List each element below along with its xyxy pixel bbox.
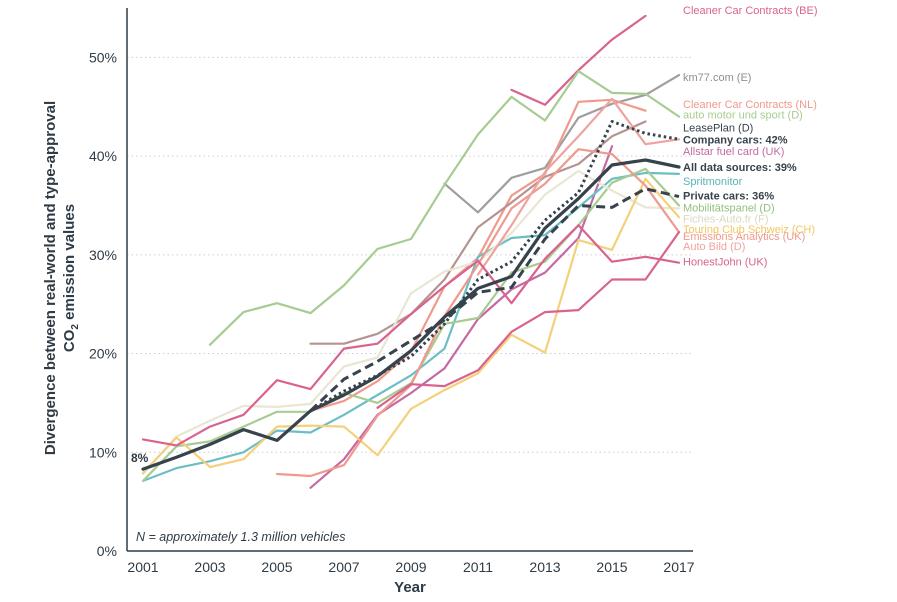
sample-size-note: N = approximately 1.3 million vehicles — [136, 530, 345, 544]
series-label-cleaner-car-contracts-be: Cleaner Car Contracts (BE) — [683, 5, 818, 17]
series-label-allstar-fuel-card-uk: Allstar fuel card (UK) — [683, 146, 784, 158]
series-line-cleaner-car-contracts-be — [510, 14, 647, 106]
series-label-touring-club-schweiz-ch: Touring Club Schweiz (CH) — [683, 224, 815, 236]
series-line-auto-motor-und-sport-d — [208, 70, 681, 346]
y-tick-label: 50% — [89, 49, 117, 65]
y-axis-title-rest: emission values — [61, 204, 78, 324]
y-axis-title-co: CO — [61, 329, 78, 352]
start-value-label: 8% — [131, 451, 149, 465]
y-axis-title: Divergence between real-world and type-a… — [42, 101, 81, 455]
x-tick-labels: 2001 2003 2005 2007 2009 2011 2013 2015 2017 — [127, 559, 694, 575]
series-labels: Cleaner Car Contracts (BE) km77.com (E) Cl… — [683, 5, 818, 269]
y-tick-label: 40% — [89, 148, 117, 164]
x-tick-label: 2001 — [127, 559, 158, 575]
series-line-touring-club-schweiz-ch — [141, 177, 681, 475]
series-line-allstar-fuel-card-uk — [309, 145, 614, 489]
x-tick-label: 2017 — [663, 559, 694, 575]
series-label-all-data-sources-39: All data sources: 39% — [683, 162, 797, 174]
y-tick-label: 0% — [97, 543, 117, 559]
series-label-cleaner-car-contracts-nl: Cleaner Car Contracts (NL) — [683, 99, 817, 111]
series-label-mobilit-tspanel-d: Mobilitätspanel (D) — [683, 202, 775, 214]
series-label-km77-com-e: km77.com (E) — [683, 72, 751, 84]
series-label-company-cars-42: Company cars: 42% — [683, 134, 788, 146]
series-label-fiches-auto-fr-f: Fiches-Auto.fr (F) — [683, 213, 769, 225]
x-tick-label: 2013 — [529, 559, 560, 575]
x-tick-label: 2007 — [328, 559, 359, 575]
series-label-emissions-analytics-uk: Emissions Analytics (UK) — [683, 231, 805, 243]
y-axis-title-subscript: 2 — [70, 324, 81, 330]
series-label-spritmonitor: Spritmonitor — [683, 176, 743, 188]
series-line-unlabeled-series — [376, 231, 681, 409]
series-line-km77-com-e — [443, 74, 681, 214]
series-label-honestjohn-uk: HonestJohn (UK) — [683, 257, 767, 269]
series-line-auto-bild-d — [476, 97, 681, 276]
series-line-leaseplan-d — [309, 120, 647, 345]
y-axis-title-line1: Divergence between real-world and type-a… — [42, 101, 59, 455]
series-line-emissions-analytics-uk — [275, 148, 681, 478]
y-tick-label: 10% — [89, 444, 117, 460]
series-line-all-data-sources-39 — [141, 158, 681, 471]
series-line-private-cars-36 — [309, 187, 680, 412]
series-line-honestjohn-uk — [141, 224, 681, 447]
series-line-fiches-auto-fr-f — [141, 169, 681, 476]
y-axis-title-line2: CO2 emission values — [61, 204, 81, 352]
x-tick-label: 2011 — [463, 559, 493, 575]
y-tick-labels: 0% 10% 20% 30% 40% 50% — [89, 49, 117, 559]
x-tick-label: 2003 — [194, 559, 225, 575]
series-label-private-cars-36: Private cars: 36% — [683, 191, 774, 203]
series-line-mobilit-tspanel-d — [141, 167, 681, 482]
series-line-company-cars-42 — [309, 120, 680, 413]
series-label-leaseplan-d: LeasePlan (D) — [683, 122, 753, 134]
y-tick-label: 30% — [89, 247, 117, 263]
x-tick-label: 2005 — [261, 559, 292, 575]
series-label-auto-motor-und-sport-d: auto motor und sport (D) — [683, 110, 803, 122]
x-tick-label: 2015 — [596, 559, 627, 575]
series-lines — [141, 14, 681, 489]
x-axis-title: Year — [394, 579, 426, 596]
x-tick-label: 2009 — [395, 559, 426, 575]
y-tick-label: 20% — [89, 346, 117, 362]
series-label-auto-bild-d: Auto Bild (D) — [683, 241, 745, 253]
series-line-spritmonitor — [141, 171, 681, 482]
